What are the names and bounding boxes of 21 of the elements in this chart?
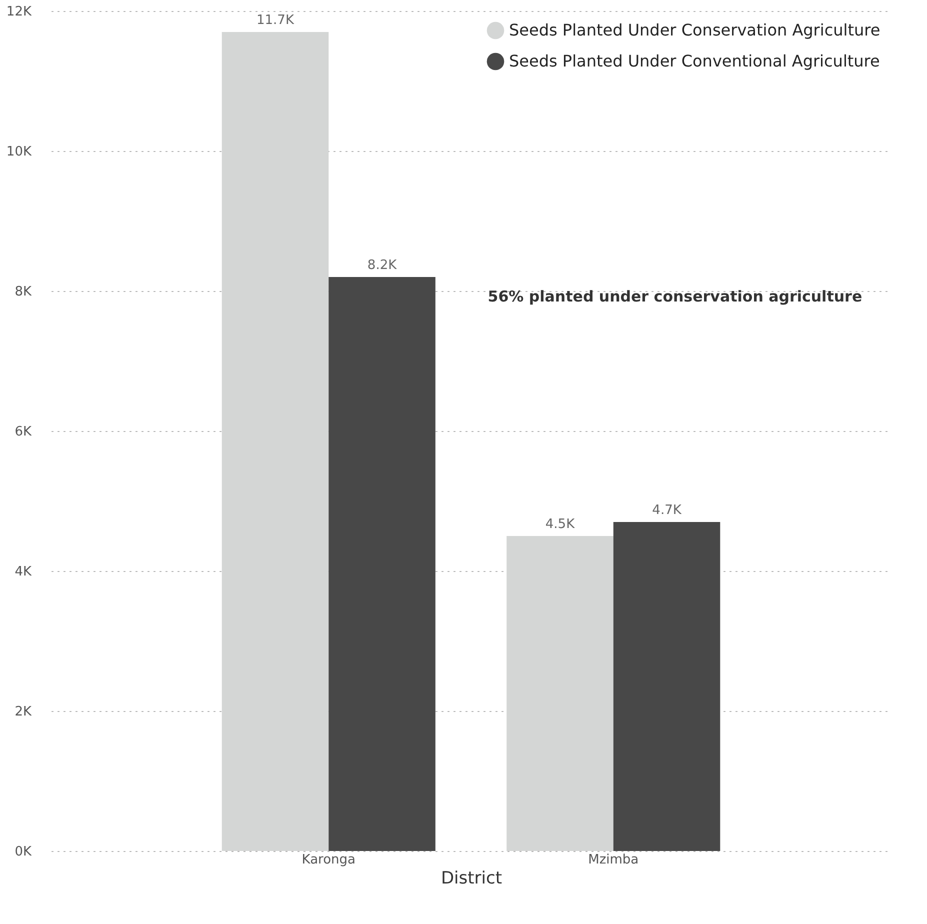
bar	[328, 277, 436, 851]
x-axis-title: District	[440, 868, 502, 888]
data-label: 4.5K	[545, 517, 576, 532]
annotation: 56% planted under conservation agriculture	[488, 288, 862, 306]
y-tick-label: 2K	[14, 704, 32, 720]
legend-label: Seeds Planted Under Conservation Agriculture	[509, 20, 880, 40]
legend-label: Seeds Planted Under Conventional Agriculture	[509, 52, 880, 70]
y-tick-label: 4K	[14, 564, 32, 580]
y-tick-label: 8K	[14, 284, 32, 300]
y-tick-label: 6K	[14, 424, 32, 440]
y-tick-label: 0K	[14, 844, 32, 860]
bar	[613, 522, 720, 851]
x-tick-label: Karonga	[302, 852, 356, 868]
data-label: 11.7K	[256, 13, 294, 28]
bar	[506, 536, 614, 851]
x-tick-label: Mzimba	[588, 852, 639, 868]
bar	[222, 32, 329, 851]
data-label: 8.2K	[367, 258, 398, 273]
y-tick-label: 12K	[6, 4, 32, 20]
y-tick-label: 10K	[6, 144, 32, 160]
data-label: 4.7K	[652, 503, 682, 518]
